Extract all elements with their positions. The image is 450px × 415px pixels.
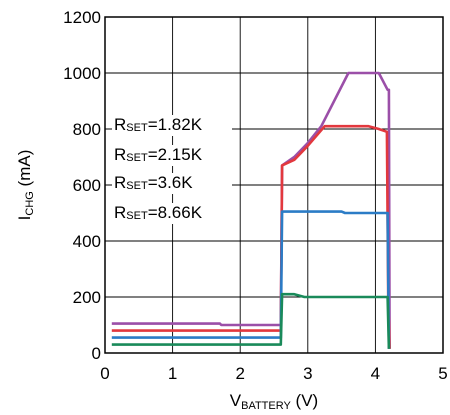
rset-label-3: RSET=3.6K [112,173,232,194]
x-tick-label: 1 [168,364,177,383]
rset-label-bg [112,145,232,166]
y-tick-label: 0 [92,344,101,363]
rset-label-2: RSET=2.15K [112,145,232,166]
rset-label-4: RSET=8.66K [112,203,232,224]
plot-frame [104,16,444,354]
y-tick-label: 400 [73,232,101,251]
x-tick-label: 0 [100,364,109,383]
rset-label-text: RSET=3.6K [114,173,193,192]
y-axis-label: ICHG (mA) [15,150,36,221]
y-tick-label: 200 [73,288,101,307]
series-line-3 [111,210,391,349]
y-tick-label: 800 [73,120,101,139]
x-tick-label: 3 [303,364,312,383]
y-tick-label: 600 [73,176,101,195]
y-tick-label: 1000 [63,64,101,83]
rset-label-bg [112,203,232,224]
series-line-4 [111,292,391,349]
rset-label-bg [112,173,232,194]
tick-labels: 0 1 2 3 4 5 0 200 400 600 800 1000 1200 [63,8,448,383]
x-tick-label: 4 [371,364,380,383]
x-axis-label: VBATTERY (V) [230,391,318,412]
rset-annotations: RSET=1.82K RSET=2.15K RSET=3.6K RSET=8.66K [112,115,232,224]
x-tick-label: 2 [235,364,244,383]
x-tick-label: 5 [438,364,447,383]
rset-label-text: RSET=8.66K [114,203,203,222]
rset-label-bg [112,115,232,136]
rset-label-text: RSET=2.15K [114,145,203,164]
series-layer [111,71,391,349]
rset-label-text: RSET=1.82K [114,115,203,134]
rset-label-1: RSET=1.82K [112,115,232,136]
series-line-1 [111,71,391,349]
y-tick-label: 1200 [63,8,101,27]
